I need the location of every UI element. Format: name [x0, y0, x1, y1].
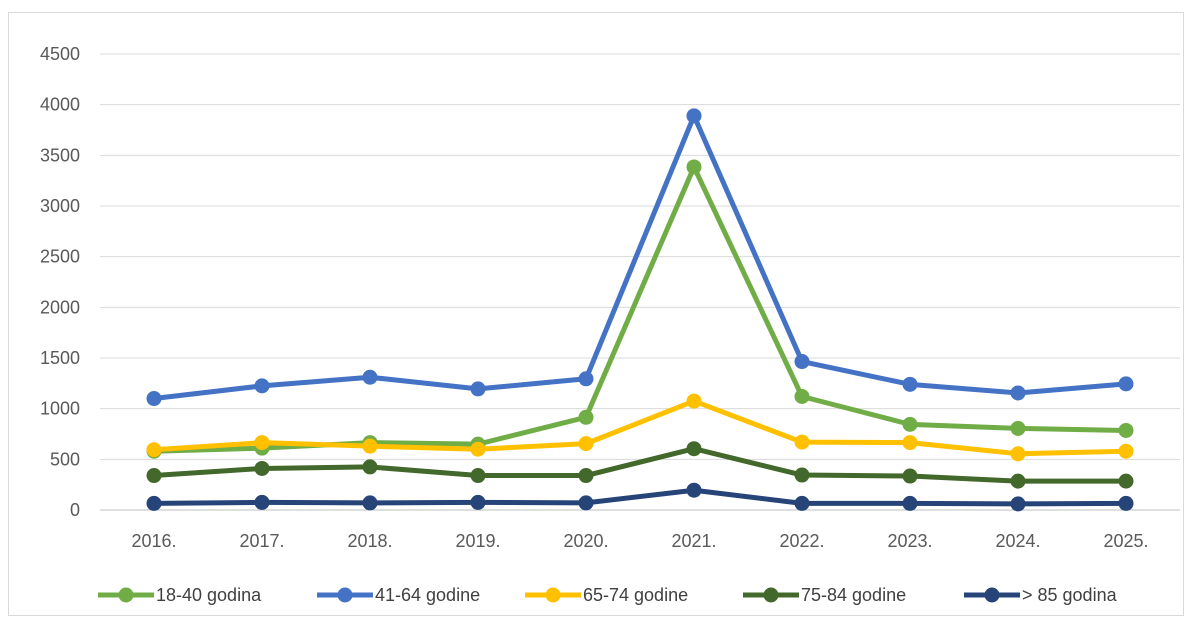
y-tick-label: 3500 — [40, 145, 80, 165]
legend-marker — [984, 587, 1000, 603]
legend-item: 75-84 godine — [743, 585, 906, 605]
x-tick-label: 2018. — [347, 531, 392, 551]
data-point — [470, 441, 486, 457]
data-point — [362, 495, 378, 511]
legend: 18-40 godina 41-64 godine 65-74 godine 75-8… — [98, 585, 1118, 605]
data-point — [1010, 473, 1026, 489]
data-point — [686, 482, 702, 498]
series-3 — [146, 441, 1134, 489]
data-point — [1010, 385, 1026, 401]
data-point — [902, 435, 918, 451]
y-tick-label: 2000 — [40, 297, 80, 317]
legend-label: > 85 godina — [1022, 585, 1118, 605]
x-tick-label: 2019. — [455, 531, 500, 551]
x-tick-label: 2024. — [995, 531, 1040, 551]
data-point — [578, 371, 594, 387]
legend-item: 41-64 godine — [317, 585, 480, 605]
y-tick-label: 3000 — [40, 196, 80, 216]
legend-label: 65-74 godine — [583, 585, 688, 605]
data-point — [902, 495, 918, 511]
data-point — [470, 381, 486, 397]
series-line — [151, 487, 1129, 507]
data-point — [362, 459, 378, 475]
gridlines — [100, 53, 1180, 511]
data-point — [686, 159, 702, 175]
x-tick-label: 2021. — [671, 531, 716, 551]
data-point — [362, 369, 378, 385]
legend-marker — [118, 587, 134, 603]
data-point — [1118, 422, 1134, 438]
y-tick-label: 2500 — [40, 247, 80, 267]
y-tick-label: 4500 — [40, 44, 80, 64]
data-point — [146, 468, 162, 484]
x-tick-label: 2017. — [239, 531, 284, 551]
data-point — [146, 495, 162, 511]
data-point — [254, 378, 270, 394]
legend-marker — [763, 587, 779, 603]
x-tick-label: 2020. — [563, 531, 608, 551]
x-tick-label: 2016. — [131, 531, 176, 551]
data-point — [1118, 495, 1134, 511]
legend-label: 75-84 godine — [801, 585, 906, 605]
data-point — [794, 434, 810, 450]
data-point — [1118, 443, 1134, 459]
data-point — [1118, 376, 1134, 392]
data-point — [1010, 496, 1026, 512]
data-point — [686, 441, 702, 457]
legend-label: 18-40 godina — [156, 585, 262, 605]
data-point — [578, 436, 594, 452]
data-point — [794, 354, 810, 370]
y-tick-label: 1500 — [40, 348, 80, 368]
series-1 — [146, 108, 1134, 407]
data-point — [578, 495, 594, 511]
data-point — [254, 435, 270, 451]
x-axis: 2016. 2017. 2018. 2019. 2020. 2021. 2022. 2023.… — [131, 531, 1148, 551]
data-point — [686, 108, 702, 124]
x-tick-label: 2023. — [887, 531, 932, 551]
chart-frame — [8, 12, 1184, 616]
data-point — [794, 467, 810, 483]
data-point — [902, 376, 918, 392]
data-point — [1118, 473, 1134, 489]
legend-marker — [337, 587, 353, 603]
y-tick-label: 1000 — [40, 399, 80, 419]
data-point — [902, 468, 918, 484]
data-point — [254, 460, 270, 476]
data-point — [1010, 446, 1026, 462]
y-tick-label: 0 — [70, 500, 80, 520]
y-tick-label: 500 — [50, 449, 80, 469]
data-point — [686, 393, 702, 409]
data-point — [470, 494, 486, 510]
series-line — [151, 446, 1129, 484]
data-point — [146, 391, 162, 407]
series-4 — [146, 482, 1134, 512]
data-point — [578, 409, 594, 425]
data-point — [1010, 420, 1026, 436]
legend-label: 41-64 godine — [375, 585, 480, 605]
series-group — [146, 108, 1134, 512]
data-point — [794, 389, 810, 405]
legend-item: 65-74 godine — [525, 585, 688, 605]
legend-item: 18-40 godina — [98, 585, 262, 605]
data-point — [470, 468, 486, 484]
data-point — [794, 495, 810, 511]
x-tick-label: 2022. — [779, 531, 824, 551]
data-point — [254, 494, 270, 510]
legend-item: > 85 godina — [964, 585, 1118, 605]
series-line — [151, 113, 1129, 402]
y-tick-label: 4000 — [40, 95, 80, 115]
data-point — [362, 438, 378, 454]
series-0 — [146, 159, 1134, 459]
data-point — [902, 416, 918, 432]
series-2 — [146, 393, 1134, 462]
legend-marker — [545, 587, 561, 603]
data-point — [146, 442, 162, 458]
data-point — [578, 468, 594, 484]
series-line — [151, 398, 1129, 457]
x-tick-label: 2025. — [1103, 531, 1148, 551]
y-axis: 0 500 1000 1500 2000 2500 3000 3500 4000 4500 — [40, 44, 80, 520]
